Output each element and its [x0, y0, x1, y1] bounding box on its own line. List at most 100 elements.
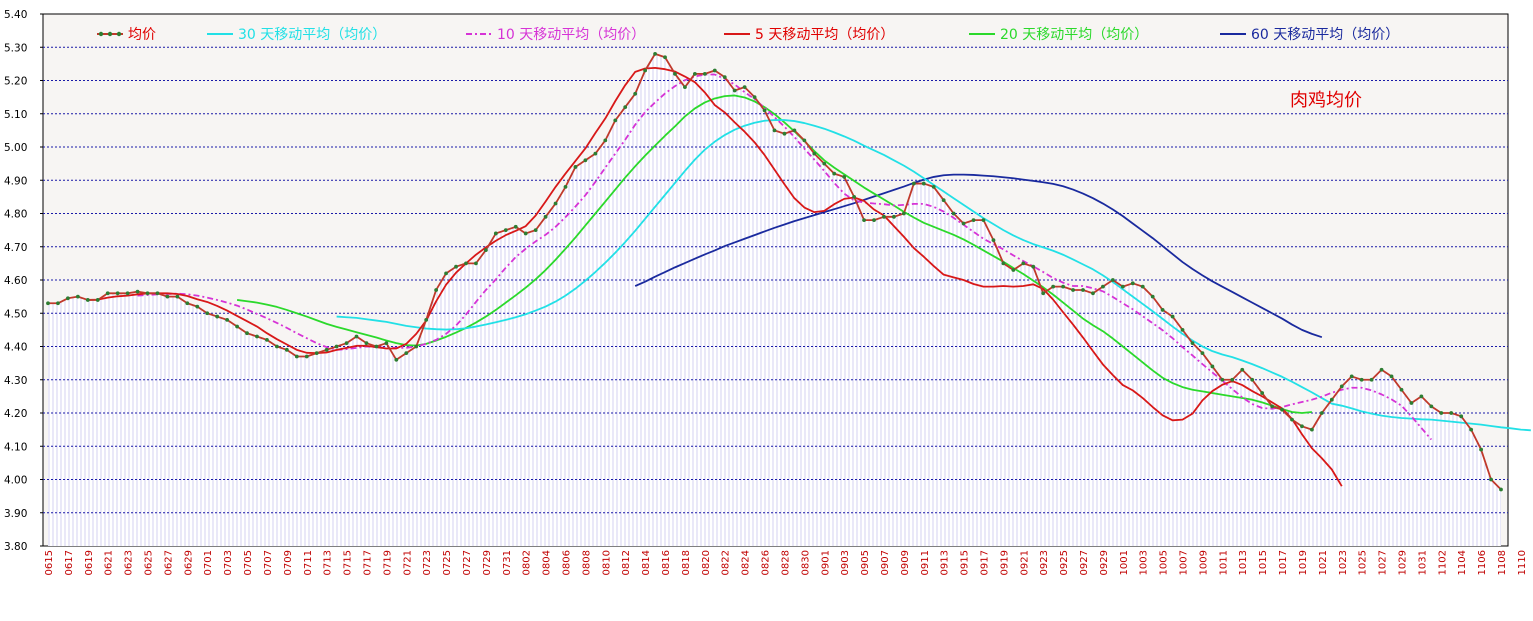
legend-item: 30 天移动平均（均价） — [207, 27, 386, 43]
x-tick-label: 0808 — [581, 550, 592, 575]
x-tick-label: 0731 — [502, 550, 513, 575]
price-point — [1359, 377, 1364, 382]
price-point — [1031, 264, 1036, 269]
price-point — [105, 291, 110, 296]
price-point — [1429, 404, 1434, 409]
x-tick-label: 1005 — [1159, 550, 1170, 575]
price-point — [862, 218, 866, 223]
price-point — [1270, 404, 1274, 409]
x-tick-label: 0913 — [940, 550, 951, 575]
y-tick-label: 4.20 — [4, 408, 27, 420]
price-point — [1140, 284, 1145, 289]
price-point — [722, 75, 727, 80]
price-point — [235, 324, 239, 329]
price-point — [145, 291, 150, 296]
price-point — [1379, 367, 1384, 372]
price-point — [543, 214, 548, 219]
x-tick-label: 0810 — [601, 550, 612, 575]
price-point — [563, 185, 568, 189]
price-point — [1300, 424, 1304, 429]
price-point — [1041, 291, 1046, 296]
price-point — [255, 334, 259, 339]
price-point — [742, 85, 747, 90]
price-point — [344, 341, 349, 346]
x-tick-label: 0820 — [701, 550, 712, 575]
price-point — [125, 291, 130, 296]
x-tick-label: 1029 — [1397, 550, 1408, 575]
price-point — [1180, 327, 1185, 332]
x-tick-label: 0621 — [104, 550, 115, 575]
x-tick-label: 1007 — [1179, 550, 1190, 575]
x-tick-label: 0727 — [462, 550, 473, 575]
price-point — [1190, 341, 1195, 346]
price-point — [185, 301, 190, 306]
x-tick-label: 0623 — [124, 550, 135, 575]
x-tick-label: 0725 — [442, 550, 453, 575]
price-point — [284, 347, 289, 352]
price-point — [643, 68, 648, 73]
price-point — [573, 165, 578, 169]
price-point — [702, 71, 707, 76]
x-axis: 0615 0617 0619 0621 0623 0625 0627 0629 0701 0703… — [44, 550, 1528, 575]
price-point — [1499, 487, 1503, 492]
price-point — [832, 171, 837, 176]
price-point — [1260, 391, 1265, 395]
x-tick-label: 0723 — [422, 550, 433, 575]
x-tick-label: 0822 — [721, 550, 732, 575]
x-tick-label: 1021 — [1318, 550, 1329, 575]
legend-marker — [107, 31, 113, 37]
x-tick-label: 0617 — [64, 550, 75, 575]
x-tick-label: 0814 — [641, 550, 652, 575]
price-point — [364, 341, 369, 346]
price-point — [653, 52, 657, 56]
price-point — [444, 271, 448, 276]
x-tick-label: 0711 — [303, 550, 314, 575]
y-tick-label: 4.80 — [4, 209, 27, 221]
y-tick-label: 5.30 — [4, 42, 27, 54]
price-point — [75, 294, 80, 299]
x-tick-label: 0719 — [382, 550, 393, 575]
x-tick-label: 0625 — [144, 550, 155, 575]
x-tick-label: 0721 — [402, 550, 413, 575]
x-tick-label: 0826 — [761, 550, 772, 575]
price-point — [1439, 411, 1444, 415]
x-tick-label: 0919 — [999, 550, 1010, 575]
x-tick-label: 0729 — [482, 550, 493, 575]
legend-label: 5 天移动平均（均价） — [755, 27, 894, 43]
area-fill — [48, 53, 1501, 547]
price-point — [1240, 367, 1245, 372]
x-tick-label: 1001 — [1119, 550, 1130, 575]
x-tick-label: 0713 — [323, 550, 334, 575]
price-point — [1200, 351, 1205, 356]
price-point — [245, 331, 249, 336]
price-point — [603, 138, 608, 143]
price-point — [1091, 291, 1095, 296]
price-point — [812, 151, 817, 156]
price-point — [225, 318, 230, 322]
price-point — [951, 211, 956, 216]
price-point — [46, 301, 50, 306]
price-point — [513, 224, 518, 229]
price-point — [165, 294, 170, 299]
x-tick-label: 0911 — [920, 550, 931, 575]
legend-item: 20 天移动平均（均价） — [969, 27, 1148, 43]
price-point — [1339, 384, 1344, 389]
x-tick-label: 0818 — [681, 550, 692, 575]
price-point — [1399, 387, 1404, 392]
y-tick-label: 4.50 — [4, 308, 27, 320]
x-tick-label: 0927 — [1079, 550, 1090, 575]
price-point — [1389, 374, 1394, 379]
price-point — [394, 357, 399, 362]
price-point — [493, 231, 498, 236]
price-point — [1170, 314, 1175, 319]
x-tick-label: 1027 — [1378, 550, 1389, 575]
legend-label: 60 天移动平均（均价） — [1251, 27, 1399, 43]
x-tick-label: 0909 — [900, 550, 911, 575]
price-point — [1230, 377, 1235, 382]
price-point — [901, 211, 906, 216]
x-tick-label: 0619 — [84, 550, 95, 575]
price-point — [334, 344, 339, 349]
x-tick-label: 0615 — [44, 550, 55, 575]
